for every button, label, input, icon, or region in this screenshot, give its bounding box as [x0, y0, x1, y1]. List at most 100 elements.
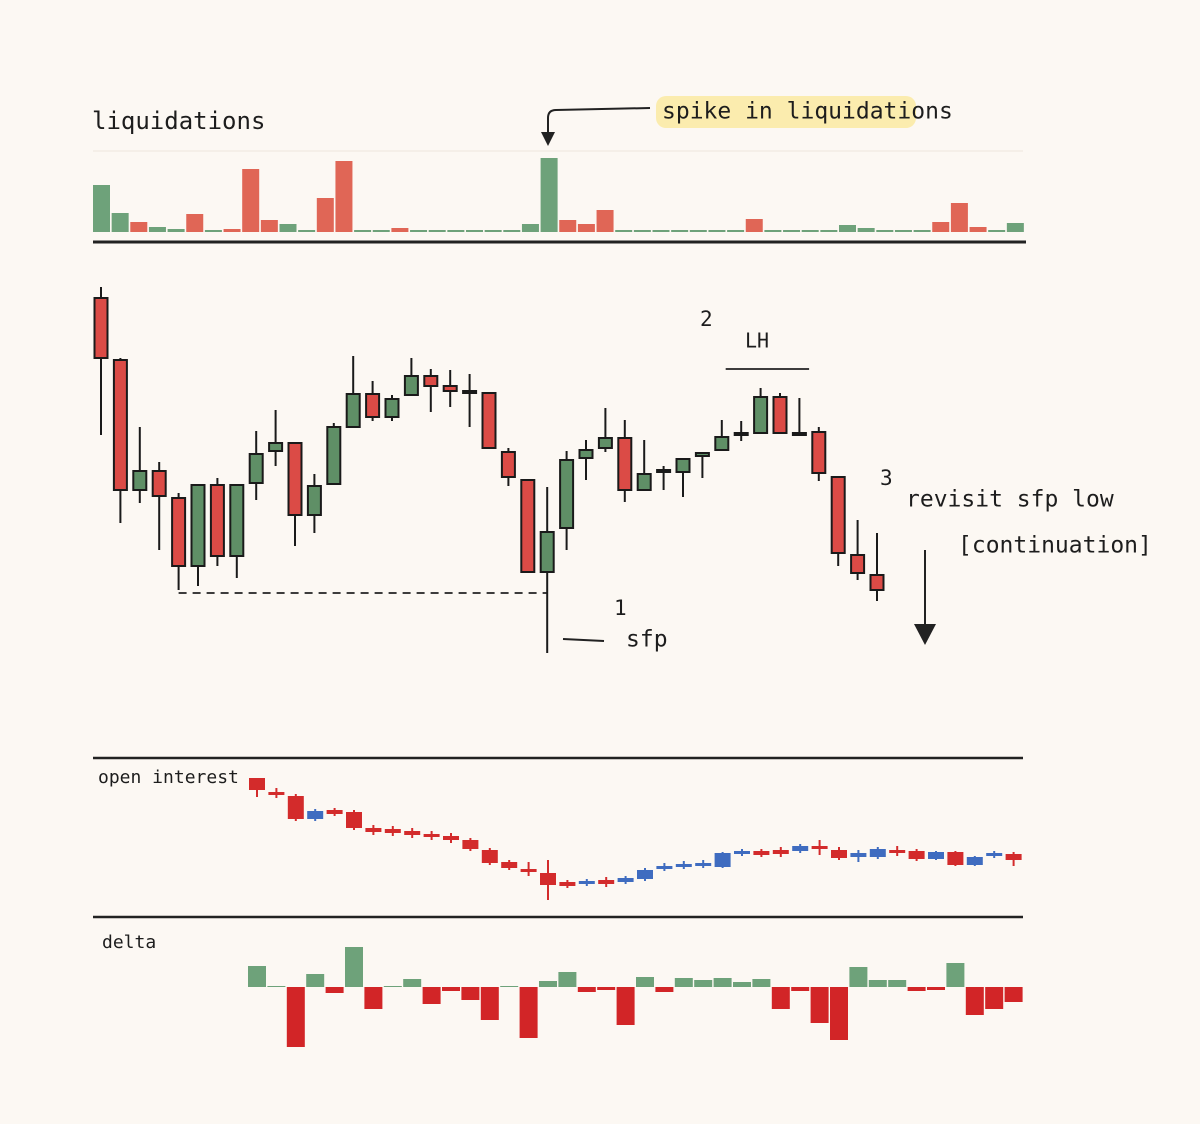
- candle-body: [714, 436, 730, 451]
- annotation: [continuation]: [958, 533, 1152, 559]
- candle-body: [830, 476, 846, 554]
- bar: [442, 987, 460, 991]
- candle-body: [132, 470, 148, 491]
- candle-body: [637, 870, 653, 879]
- candle-body: [540, 873, 556, 885]
- candle-body: [772, 850, 789, 854]
- annotation: sfp: [626, 627, 668, 653]
- candle-body: [734, 851, 750, 854]
- bar: [868, 980, 887, 987]
- bar: [820, 230, 838, 232]
- bar: [111, 213, 129, 232]
- bar: [985, 987, 1004, 1009]
- candle-body: [1005, 854, 1022, 860]
- candle-body: [559, 459, 575, 529]
- candle-body: [306, 485, 322, 516]
- candle-body: [597, 437, 613, 449]
- bar: [167, 229, 185, 232]
- arrow-head: [914, 624, 936, 645]
- candle-body: [500, 451, 516, 478]
- annotation: revisit sfp low: [906, 487, 1114, 513]
- bar: [484, 230, 502, 232]
- bar: [636, 977, 654, 987]
- candle-body: [403, 375, 419, 396]
- bar: [539, 981, 557, 987]
- bar: [260, 220, 278, 232]
- bar: [480, 987, 499, 1020]
- candle-body: [248, 453, 264, 484]
- bar: [849, 967, 868, 987]
- bar: [148, 227, 166, 232]
- bar: [830, 987, 848, 1040]
- bar: [988, 230, 1006, 232]
- bar: [559, 220, 577, 232]
- bar: [279, 224, 297, 232]
- bar: [298, 230, 316, 232]
- bar: [391, 228, 409, 232]
- candle-body: [791, 432, 807, 436]
- candle-body: [287, 796, 304, 819]
- bar: [694, 980, 713, 987]
- bar: [519, 987, 538, 1038]
- bar: [791, 987, 810, 991]
- bar: [969, 227, 987, 232]
- candle-body: [365, 828, 382, 832]
- pointer: [562, 638, 605, 642]
- bar: [383, 986, 402, 987]
- bar: [752, 979, 771, 987]
- candle-body: [326, 426, 342, 485]
- candle-body: [481, 392, 497, 449]
- bar: [888, 980, 907, 987]
- candle-body: [462, 840, 479, 849]
- candle-body: [617, 878, 634, 882]
- annotation: 1: [614, 596, 627, 620]
- candle-body: [636, 473, 652, 491]
- bar: [946, 963, 965, 987]
- bar: [466, 230, 483, 232]
- candle-body: [675, 458, 691, 473]
- candle-body: [268, 792, 285, 795]
- candle-body: [617, 437, 633, 491]
- bar: [633, 230, 651, 232]
- bar: [965, 987, 984, 1015]
- bar: [913, 230, 931, 232]
- candle-body: [93, 297, 109, 359]
- bar: [577, 224, 595, 232]
- candle-body: [966, 857, 983, 865]
- bar: [771, 987, 790, 1009]
- bar: [286, 987, 305, 1047]
- candle-body: [656, 866, 673, 869]
- candle-body: [714, 853, 731, 867]
- candle-body: [947, 852, 964, 865]
- bar: [1004, 987, 1023, 1002]
- bar: [801, 230, 819, 232]
- annotation: 3: [880, 466, 893, 490]
- candle-body: [404, 831, 421, 835]
- candle-body: [986, 853, 1003, 856]
- candle-body: [442, 385, 458, 392]
- candle-body: [229, 484, 245, 557]
- candle-body: [481, 850, 498, 863]
- bar: [674, 978, 693, 987]
- panel-title: open interest: [98, 767, 239, 788]
- bar: [186, 214, 204, 232]
- bar: [335, 161, 353, 232]
- panel-title: liquidations: [92, 107, 265, 135]
- bar: [652, 230, 670, 232]
- candle-body: [811, 846, 828, 849]
- candle-body: [850, 853, 867, 857]
- candle-body: [307, 811, 324, 819]
- bar: [447, 230, 465, 232]
- candle-body: [171, 497, 187, 567]
- bar: [500, 986, 519, 987]
- arrow: [547, 107, 651, 140]
- bar: [577, 987, 596, 992]
- bar: [745, 219, 763, 232]
- bar: [857, 228, 875, 232]
- bar: [267, 986, 286, 987]
- candle-body: [423, 375, 439, 387]
- bar: [950, 203, 968, 232]
- candle-body: [578, 449, 594, 459]
- candle-body: [656, 469, 672, 473]
